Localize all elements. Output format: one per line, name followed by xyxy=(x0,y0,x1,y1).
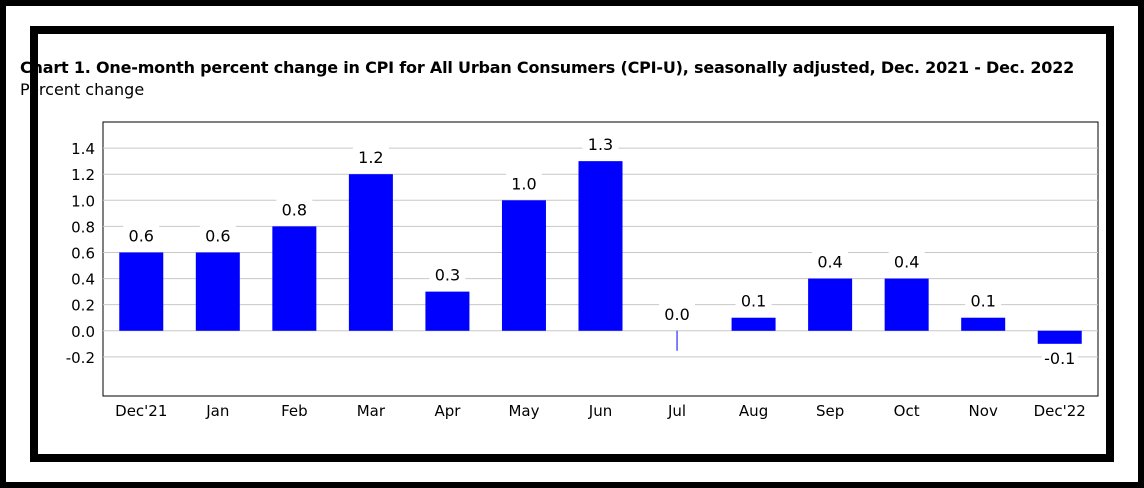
data-label-bg xyxy=(965,290,1002,311)
x-tick-label: Jun xyxy=(588,402,612,420)
bar xyxy=(119,252,164,331)
y-axis-label: Percent change xyxy=(20,80,145,99)
bar xyxy=(348,174,393,331)
y-tick-label: 0.6 xyxy=(71,244,95,262)
bar xyxy=(195,252,240,331)
data-label: 0.3 xyxy=(435,266,460,285)
data-label-bg xyxy=(276,199,313,220)
x-tick-label: Feb xyxy=(281,402,308,420)
bar xyxy=(961,317,1006,331)
data-label: 1.0 xyxy=(511,174,536,193)
data-label: 0.6 xyxy=(129,226,154,245)
y-tick-label: -0.2 xyxy=(66,349,95,367)
data-label-bg xyxy=(199,225,236,246)
data-label-bg xyxy=(429,264,466,285)
data-label: 0.6 xyxy=(205,226,230,245)
y-tick-label: 0.0 xyxy=(71,323,95,341)
data-label: 0.4 xyxy=(817,253,842,272)
x-tick-label: Dec'22 xyxy=(1034,402,1086,420)
bar xyxy=(884,278,929,331)
y-tick-label: 0.2 xyxy=(71,297,95,315)
y-tick-label: 0.8 xyxy=(71,218,95,236)
x-tick-label: Apr xyxy=(434,402,461,420)
data-label-bg xyxy=(1041,347,1078,368)
data-label: 1.3 xyxy=(588,135,613,154)
data-label-bg xyxy=(888,251,925,272)
data-label-bg xyxy=(582,134,619,155)
x-tick-label: Jul xyxy=(667,402,686,420)
data-label-bg xyxy=(812,251,849,272)
bar xyxy=(808,278,853,331)
data-label: 0.8 xyxy=(282,200,307,219)
bar xyxy=(1037,330,1082,344)
data-label-bg xyxy=(352,147,389,168)
data-label: 0.4 xyxy=(894,253,919,272)
y-tick-label: 1.2 xyxy=(71,166,95,184)
bar xyxy=(272,226,317,331)
data-label-bg xyxy=(735,290,772,311)
x-tick-label: Dec'21 xyxy=(115,402,167,420)
bar xyxy=(501,200,546,331)
y-tick-label: 0.4 xyxy=(71,271,95,289)
bar xyxy=(425,291,470,331)
chart-title: Chart 1. One-month percent change in CPI… xyxy=(20,58,1075,77)
data-label-bg xyxy=(123,225,160,246)
y-tick-label: 1.4 xyxy=(71,140,95,158)
outer-frame xyxy=(6,6,1138,482)
x-tick-label: Jan xyxy=(205,402,229,420)
x-tick-label: Aug xyxy=(739,402,768,420)
data-label-bg xyxy=(505,173,542,194)
x-tick-label: Oct xyxy=(894,402,920,420)
data-label: -0.1 xyxy=(1044,349,1075,368)
data-label: 1.2 xyxy=(358,148,383,167)
x-tick-label: Nov xyxy=(969,402,998,420)
bar xyxy=(578,161,623,331)
x-tick-label: Mar xyxy=(357,402,386,420)
bar xyxy=(731,317,776,331)
x-tick-label: May xyxy=(508,402,539,420)
data-label-bg xyxy=(659,303,696,324)
data-label: 0.1 xyxy=(741,292,766,311)
x-tick-label: Sep xyxy=(816,402,844,420)
plot-area xyxy=(102,121,1099,397)
data-label: 0.0 xyxy=(664,305,689,324)
data-label: 0.1 xyxy=(970,292,995,311)
y-tick-label: 1.0 xyxy=(71,192,95,210)
